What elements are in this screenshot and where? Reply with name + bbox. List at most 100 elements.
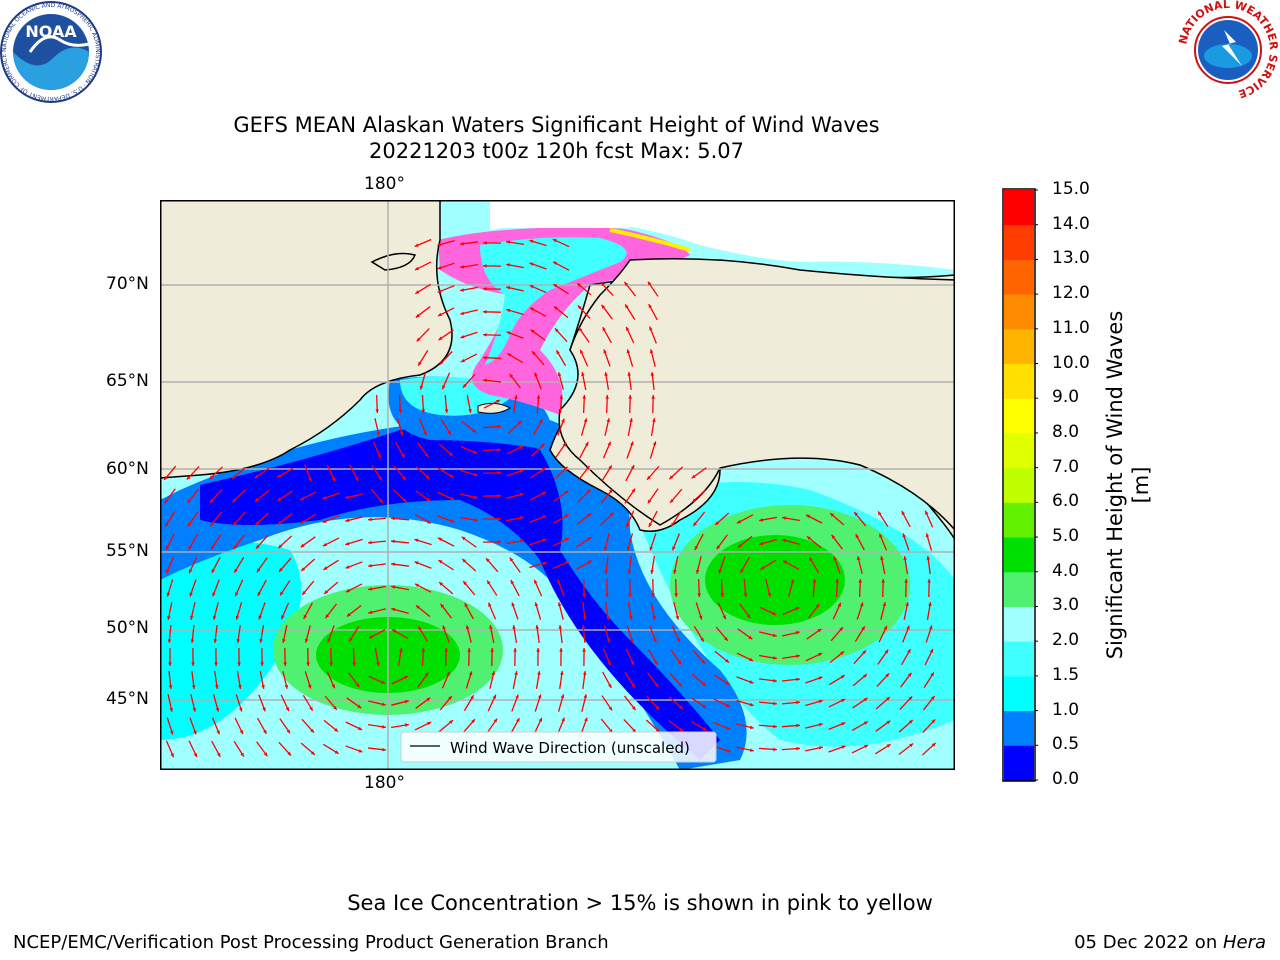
wave-arrow-head (427, 721, 432, 726)
wave-arrow-head (726, 726, 731, 730)
wave-arrow-head (652, 441, 657, 446)
wave-arrow-head (303, 614, 307, 619)
wave-arrow-head (322, 519, 327, 523)
wave-arrow-head (334, 750, 339, 754)
wave-arrow-head (424, 453, 429, 458)
wave-arrow-head (630, 441, 634, 446)
wave-arrow-head (559, 395, 564, 399)
wave-arrow-head (809, 557, 813, 562)
wave-arrow-head (212, 592, 216, 597)
wave-arrow-head (232, 521, 237, 526)
colorbar-swatch (1004, 502, 1034, 538)
wave-arrow-head (345, 588, 350, 593)
wave-arrow-head (796, 700, 800, 705)
wave-arrow-head (327, 638, 331, 643)
wave-arrow-head (698, 615, 703, 620)
wave-arrow-head (217, 752, 221, 757)
wave-arrow-head (908, 720, 913, 724)
land-st-lawrence (477, 402, 511, 414)
wave-arrow-head (483, 355, 487, 360)
wave-arrow-head (605, 395, 610, 399)
wave-arrow-head (749, 657, 754, 662)
wave-arrow-head (630, 465, 635, 470)
wave-arrow-head (885, 673, 890, 678)
wave-arrow-head (483, 378, 487, 383)
wave-arrow-head (519, 516, 524, 520)
wave-arrow-head (261, 684, 265, 689)
wave-arrow-head (557, 602, 562, 607)
wave-arrow-head (215, 707, 220, 712)
wave-arrow-head (631, 683, 635, 688)
wave-arrow-head (375, 409, 380, 413)
wave-arrow-head (263, 752, 268, 757)
wave-arrow-head (492, 694, 496, 699)
wave-arrow-head (277, 520, 282, 525)
wave-arrow-head (556, 350, 560, 355)
wave-arrow-head (796, 723, 800, 728)
colorbar-tick-label: 14.0 (1052, 213, 1090, 234)
wave-arrow-head (310, 751, 315, 755)
colorbar-swatch (1004, 606, 1034, 642)
wave-arrow-head (193, 753, 197, 758)
wave-arrow-head (554, 328, 559, 333)
wave-arrow-head (514, 395, 518, 399)
colorbar-swatch (1004, 294, 1034, 330)
wave-arrow-head (701, 682, 706, 686)
wave-arrow-head (773, 747, 777, 752)
wave-arrow-head (346, 612, 351, 617)
wave-arrow-head (561, 717, 565, 722)
wave-band-blue (200, 427, 720, 760)
wave-arrow-head (540, 443, 545, 448)
wave-arrow-head (421, 409, 426, 413)
wave-arrow-head (507, 353, 512, 357)
land-wrangel (370, 252, 417, 271)
wave-arrow-head (606, 616, 610, 620)
wave-arrow-head (530, 307, 535, 311)
wave-arrow-head (608, 683, 612, 688)
wave-arrow-head (257, 591, 262, 596)
wave-arrow-head (462, 383, 467, 388)
wave-arrow-head (600, 282, 605, 287)
wave-arrow-head (902, 533, 906, 538)
wave-arrow-head (438, 560, 443, 564)
wave-arrow-head (655, 705, 660, 710)
wave-arrow-head (300, 543, 305, 548)
wave-arrow-head (414, 561, 419, 565)
wave-arrow-head (186, 475, 191, 480)
colorbar-tick-label: 11.0 (1052, 317, 1090, 338)
wave-arrow-head (414, 243, 419, 247)
wave-arrow-head (369, 634, 374, 639)
wave-arrow-head (773, 678, 777, 683)
wave-arrow-head (444, 648, 449, 652)
wave-arrow-head (629, 638, 634, 643)
wave-arrow-head (368, 587, 372, 591)
wave-arrow-head (885, 697, 890, 701)
colorbar-swatch (1004, 745, 1034, 781)
wave-arrow-head (863, 721, 868, 725)
wave-arrow-head (448, 696, 452, 700)
noaa-logo-text: NOAA (25, 22, 77, 41)
wave-arrow-head (258, 615, 262, 620)
wave-arrow-head (718, 569, 722, 574)
wave-arrow-head (796, 746, 800, 751)
wave-arrow-head (464, 603, 469, 608)
wave-arrow-head (796, 677, 800, 682)
wave-arrow-head (323, 566, 328, 570)
wave-arrow-head (334, 727, 339, 732)
wave-arrow-head (672, 546, 676, 551)
wave-arrow-head (462, 558, 467, 563)
wave-arrow-head (437, 242, 442, 247)
wave-arrow-head (796, 654, 800, 658)
wave-arrow-head (279, 567, 283, 572)
lat-label-50: 50°N (106, 618, 149, 638)
wave-arrow-head (345, 565, 350, 569)
wave-arrow-head (862, 650, 867, 655)
wave-arrow-head (881, 579, 885, 583)
wave-arrow-head (530, 329, 535, 334)
wave-arrow-head (652, 615, 656, 620)
wave-arrow-head (189, 592, 193, 597)
colorbar-tick-label: 9.0 (1052, 387, 1080, 408)
wave-arrow-head (192, 707, 197, 712)
wave-arrow-head (349, 637, 353, 642)
wave-arrow-head (308, 477, 312, 482)
